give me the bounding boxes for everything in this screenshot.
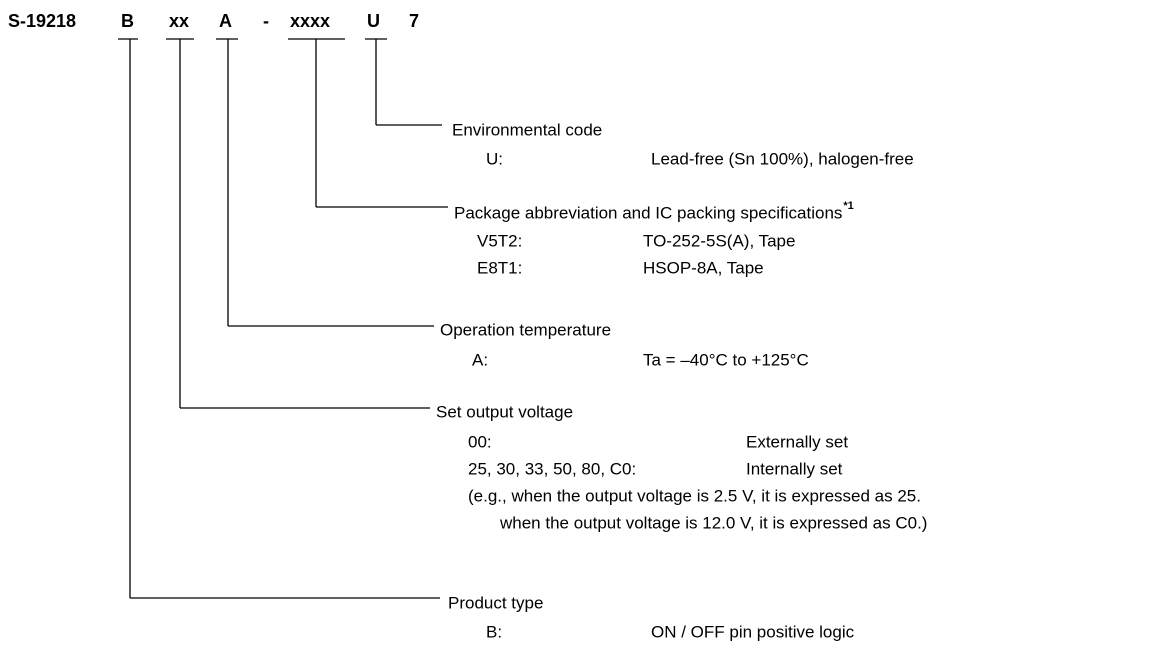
item-code: B: (486, 622, 502, 641)
section-label: Package abbreviation and IC packing spec… (454, 203, 842, 222)
segment: S-19218 (8, 11, 76, 31)
section-label: Product type (448, 593, 543, 612)
item-description: Lead-free (Sn 100%), halogen-free (651, 149, 914, 168)
note: when the output voltage is 12.0 V, it is… (499, 513, 927, 532)
section-label: Operation temperature (440, 320, 611, 339)
segment: B (121, 11, 134, 31)
segment: xxxx (290, 11, 330, 31)
item-description: Ta = –40°C to +125°C (643, 350, 809, 369)
segment: 7 (409, 11, 419, 31)
item-code: 00: (468, 432, 492, 451)
connectors (129, 39, 448, 599)
item-description: ON / OFF pin positive logic (651, 622, 855, 641)
superscript: *1 (843, 200, 853, 212)
segment: A (219, 11, 232, 31)
item-code: U: (486, 149, 503, 168)
item-description: TO-252-5S(A), Tape (643, 231, 795, 250)
section-label: Set output voltage (436, 402, 573, 421)
item-description: HSOP-8A, Tape (643, 258, 764, 277)
segment: xx (169, 11, 189, 31)
item-code: 25, 30, 33, 50, 80, C0: (468, 459, 636, 478)
segment: - (263, 11, 269, 31)
segment: U (367, 11, 380, 31)
item-code: A: (472, 350, 488, 369)
item-code: V5T2: (477, 231, 522, 250)
item-description: Externally set (746, 432, 848, 451)
item-code: E8T1: (477, 258, 522, 277)
item-description: Internally set (746, 459, 843, 478)
section-label: Environmental code (452, 120, 602, 139)
note: (e.g., when the output voltage is 2.5 V,… (468, 486, 921, 505)
